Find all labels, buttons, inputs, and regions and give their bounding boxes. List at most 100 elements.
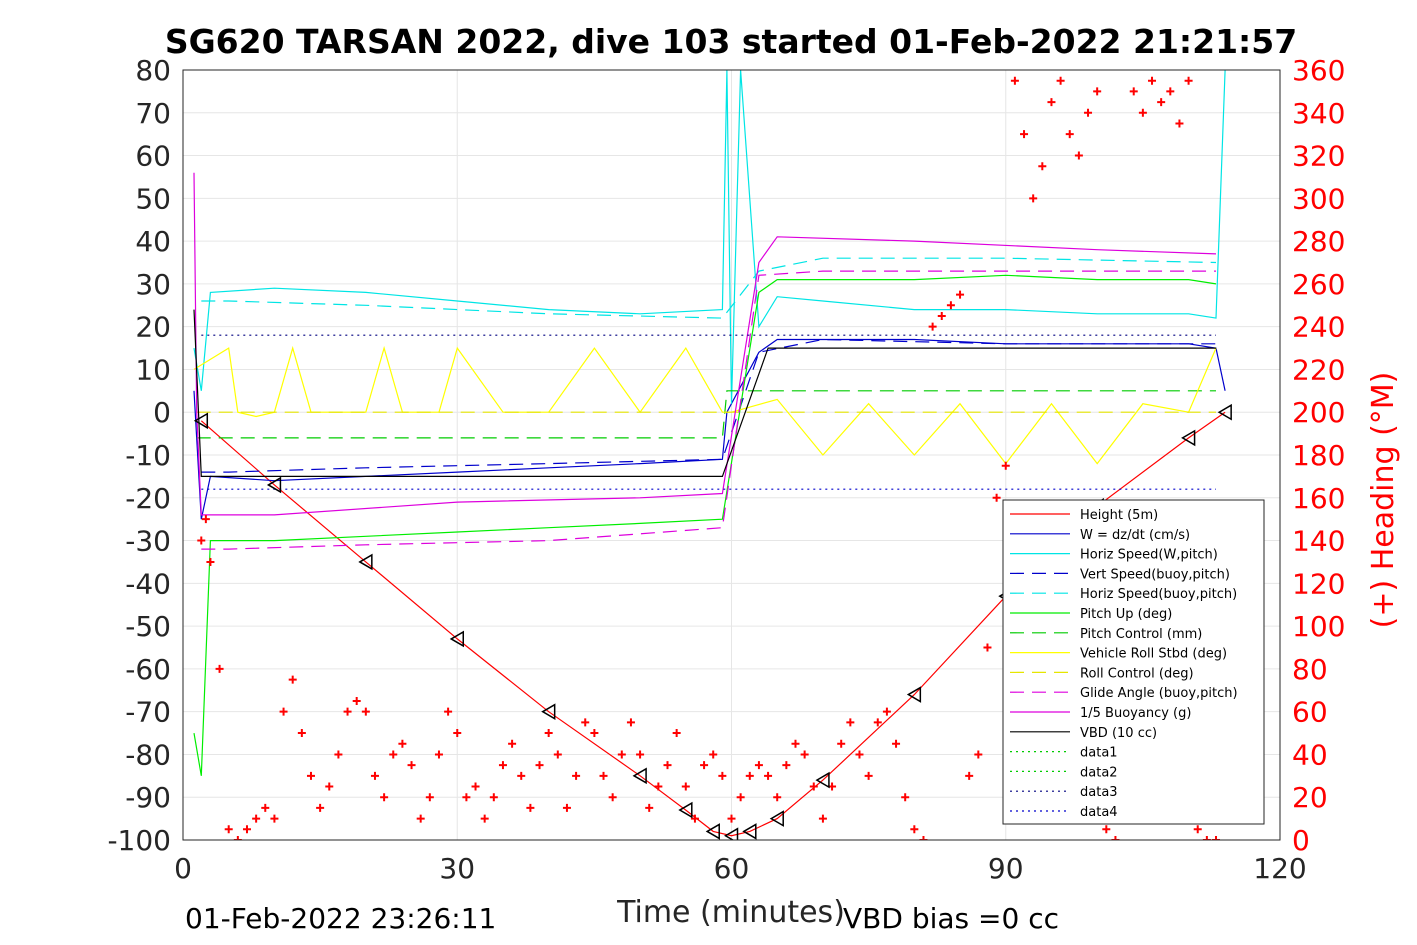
- heading-point: [910, 825, 919, 834]
- heading-point: [846, 718, 855, 727]
- y-tick-label: -10: [125, 439, 171, 472]
- right-y-tick-label: 60: [1292, 696, 1328, 729]
- legend-label: VBD (10 cc): [1080, 726, 1157, 741]
- heading-point: [1202, 836, 1211, 840]
- heading-point: [252, 814, 261, 823]
- x-tick-label: 120: [1253, 852, 1306, 885]
- series-line-7: [196, 390, 1216, 439]
- right-y-tick-label: 0: [1292, 824, 1310, 857]
- right-y-tick-label: 100: [1292, 610, 1345, 643]
- legend-label: Horiz Speed(buoy,pitch): [1080, 587, 1237, 602]
- heading-point: [599, 771, 608, 780]
- heading-point: [956, 290, 965, 299]
- right-y-tick-label: 260: [1292, 268, 1345, 301]
- heading-point: [791, 739, 800, 748]
- heading-point: [270, 814, 279, 823]
- legend: Height (5m) W = dz/dt (cm/s) Horiz Speed(W…: [1002, 499, 1265, 825]
- heading-point: [233, 836, 242, 840]
- heading-point: [343, 707, 352, 716]
- legend-label: Height (5m): [1080, 508, 1158, 523]
- heading-point: [809, 782, 818, 791]
- series-line-11: [193, 172, 1217, 516]
- y-tick-label: -90: [125, 781, 171, 814]
- legend-label: Pitch Up (deg): [1080, 607, 1172, 622]
- heading-point: [663, 761, 672, 770]
- legend-label: Roll Control (deg): [1080, 666, 1194, 681]
- heading-point: [617, 750, 626, 759]
- heading-markers: [197, 76, 1221, 840]
- heading-point: [1102, 825, 1111, 834]
- y-tick-label: 30: [135, 268, 171, 301]
- heading-point: [334, 750, 343, 759]
- legend-label: data1: [1080, 746, 1118, 761]
- heading-point: [361, 707, 370, 716]
- heading-point: [901, 793, 910, 802]
- heading-point: [1111, 836, 1120, 840]
- heading-point: [1029, 194, 1038, 203]
- heading-point: [425, 793, 434, 802]
- y-tick-label: 50: [135, 182, 171, 215]
- heading-point: [434, 750, 443, 759]
- right-y-tick-label: 180: [1292, 439, 1345, 472]
- heading-point: [471, 782, 480, 791]
- footer-vbd-bias: VBD bias =0 cc: [843, 902, 1059, 935]
- series-layer: [193, 70, 1226, 837]
- heading-point: [261, 803, 270, 812]
- x-tick-label: 0: [174, 852, 192, 885]
- heading-point: [1166, 87, 1175, 96]
- heading-point: [517, 771, 526, 780]
- y-tick-label: 80: [135, 54, 171, 87]
- heading-point: [928, 322, 937, 331]
- heading-point: [562, 803, 571, 812]
- heading-point: [1212, 836, 1221, 840]
- right-y-tick-label: 20: [1292, 781, 1328, 814]
- height-point-marker: [724, 827, 739, 840]
- height-point-marker: [705, 823, 720, 840]
- y-tick-label: 10: [135, 353, 171, 386]
- x-axis-label: Time (minutes): [616, 895, 845, 930]
- series-line-8: [193, 345, 1217, 465]
- height-point-marker: [678, 801, 693, 819]
- right-y-tick-label: 120: [1292, 567, 1345, 600]
- height-point-marker: [906, 686, 922, 703]
- heading-point: [590, 729, 599, 738]
- heading-point: [407, 761, 416, 770]
- heading-point: [297, 729, 306, 738]
- heading-point: [983, 643, 992, 652]
- right-y-tick-label: 200: [1292, 396, 1345, 429]
- y-tick-label: 20: [135, 311, 171, 344]
- heading-point: [974, 750, 983, 759]
- heading-point: [1093, 87, 1102, 96]
- heading-point: [654, 782, 663, 791]
- right-axis-label: (+) Heading (°M): [1366, 372, 1401, 629]
- legend-label: Horiz Speed(W,pitch): [1080, 548, 1218, 563]
- right-y-tick-labels: 3603403203002802602402202001801601401201…: [1292, 54, 1345, 857]
- heading-point: [700, 761, 709, 770]
- heading-point: [316, 803, 325, 812]
- series-line-4: [201, 338, 1216, 473]
- heading-point: [398, 739, 407, 748]
- heading-point: [224, 825, 233, 834]
- height-point-marker: [1217, 403, 1232, 421]
- heading-point: [444, 707, 453, 716]
- x-tick-label: 30: [439, 852, 475, 885]
- x-tick-label: 90: [988, 852, 1024, 885]
- legend-label: 1/5 Buoyancy (g): [1080, 706, 1191, 721]
- heading-point: [1184, 76, 1193, 85]
- y-tick-label: -20: [125, 482, 171, 515]
- heading-point: [1056, 76, 1065, 85]
- heading-point: [837, 739, 846, 748]
- heading-point: [489, 793, 498, 802]
- heading-point: [462, 793, 471, 802]
- heading-point: [636, 750, 645, 759]
- legend-label: W = dz/dt (cm/s): [1080, 528, 1190, 543]
- heading-point: [992, 493, 1001, 502]
- right-y-tick-label: 160: [1292, 482, 1345, 515]
- height-point-marker: [541, 703, 556, 720]
- height-point-marker: [1181, 429, 1196, 447]
- right-y-tick-label: 80: [1292, 653, 1328, 686]
- y-tick-label: -50: [125, 610, 171, 643]
- heading-point: [1038, 162, 1047, 171]
- legend-label: Pitch Control (mm): [1080, 627, 1202, 642]
